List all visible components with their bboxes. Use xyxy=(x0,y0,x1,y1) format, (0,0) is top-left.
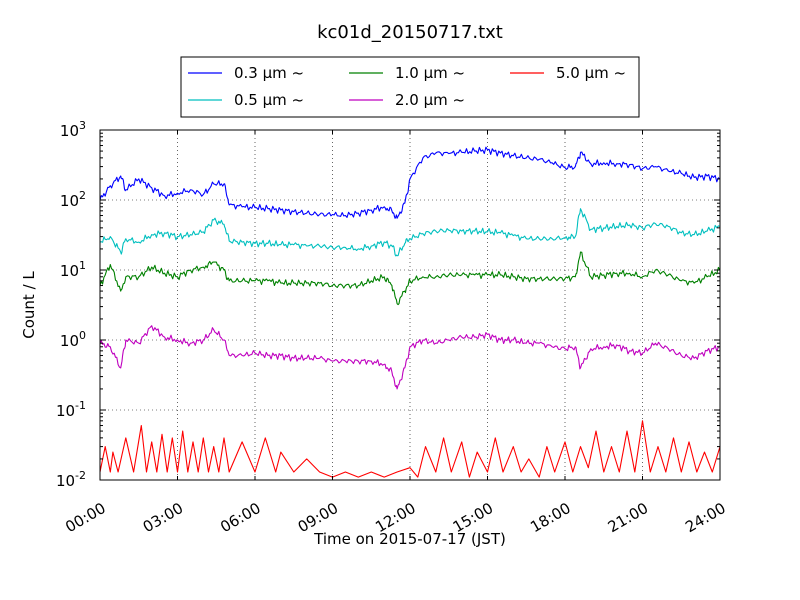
y-tick-label: 10-2 xyxy=(56,469,86,490)
x-tick-label: 18:00 xyxy=(527,499,573,536)
y-axis: 10-2 10-1 100 101 102 103 xyxy=(56,119,720,490)
legend-label: 0.5 μm ~ xyxy=(234,91,304,109)
x-tick-label: 03:00 xyxy=(140,499,186,536)
grid xyxy=(100,130,720,480)
series-line-3 xyxy=(99,251,721,306)
series-line-4 xyxy=(99,325,721,390)
x-tick-label: 00:00 xyxy=(62,499,108,536)
x-axis: 00:00 03:00 06:00 09:00 12:00 15:00 18:00 21:00… xyxy=(62,130,729,536)
legend: 0.3 μm ~ 1.0 μm ~ 5.0 μm ~ 0.5 μm ~ 2.0 μm ~ xyxy=(180,56,640,118)
legend-box xyxy=(180,56,640,118)
y-tick-label: 10-1 xyxy=(56,399,86,420)
x-tick-label: 24:00 xyxy=(682,499,728,536)
x-axis-label: Time on 2015-07-17 (JST) xyxy=(313,530,506,548)
y-tick-label: 102 xyxy=(60,189,86,210)
y-tick-label: 100 xyxy=(60,329,86,350)
series-line-2 xyxy=(99,208,721,257)
y-tick-label: 101 xyxy=(60,259,86,280)
series-line-5 xyxy=(99,420,721,478)
x-tick-label: 21:00 xyxy=(605,499,651,536)
series-layer xyxy=(99,146,721,478)
legend-label: 0.3 μm ~ xyxy=(234,64,304,82)
series-line-1 xyxy=(99,146,721,219)
legend-label: 2.0 μm ~ xyxy=(395,91,465,109)
legend-label: 1.0 μm ~ xyxy=(395,64,465,82)
y-tick-label: 103 xyxy=(60,119,86,140)
x-tick-label: 06:00 xyxy=(217,499,263,536)
legend-label: 5.0 μm ~ xyxy=(556,64,626,82)
y-axis-label: Count / L xyxy=(20,271,38,339)
chart-title: kc01d_20150717.txt xyxy=(317,22,503,43)
